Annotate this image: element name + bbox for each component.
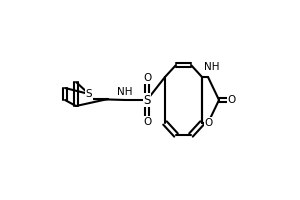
Text: NH: NH <box>117 87 133 97</box>
Text: O: O <box>228 95 236 105</box>
Text: O: O <box>143 117 151 127</box>
Text: O: O <box>143 73 151 83</box>
Text: NH: NH <box>204 62 220 72</box>
Text: S: S <box>143 94 151 106</box>
Text: S: S <box>86 89 92 99</box>
Text: O: O <box>205 118 213 128</box>
